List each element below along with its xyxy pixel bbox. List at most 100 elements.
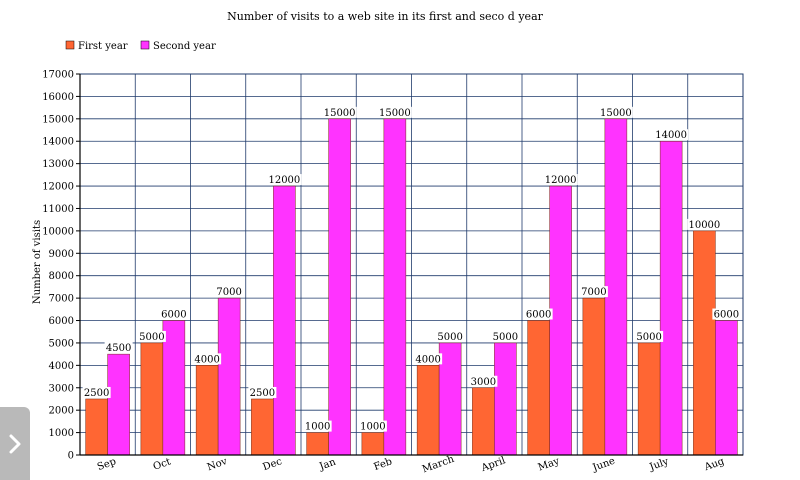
data-label-bg <box>414 353 443 365</box>
y-tick-label: 2000 <box>49 406 74 417</box>
data-label-bg <box>377 106 412 118</box>
data-label: 10000 <box>688 220 720 231</box>
data-label: 5000 <box>437 332 462 343</box>
bar-first-year <box>582 297 606 456</box>
y-tick-label: 10000 <box>42 226 74 237</box>
bar-first-year <box>472 387 495 456</box>
bar-second-year <box>107 353 130 456</box>
bar-first-year <box>416 365 440 456</box>
bar-second-year <box>328 118 351 456</box>
y-axis-label: Number of visits <box>32 220 43 304</box>
data-label-bg <box>469 375 498 387</box>
x-tick-label: May <box>537 456 562 474</box>
bar-second-year <box>273 185 296 456</box>
y-tick-label: 15000 <box>42 114 74 125</box>
bar-second-year <box>715 320 738 456</box>
data-label: 2500 <box>84 388 109 399</box>
y-tick-label: 3000 <box>49 383 74 394</box>
data-label-bg <box>654 129 689 141</box>
axes: 0 1000 2000 3000 4000 5000 6000 7000 8000 9000 100… <box>42 70 743 476</box>
legend: First year Second year <box>65 40 216 52</box>
y-tick-label: 11000 <box>42 204 74 215</box>
bar-first-year <box>251 398 274 456</box>
data-label: 6000 <box>161 310 186 321</box>
data-label-bg <box>104 342 133 354</box>
data-label-bg <box>358 420 387 432</box>
bar-first-year <box>361 432 385 456</box>
data-label: 12000 <box>545 175 577 186</box>
x-tick-label: Sep <box>96 456 118 473</box>
data-label: 15000 <box>600 108 632 119</box>
x-tick-label: June <box>590 456 616 475</box>
side-panel-toggle-button[interactable] <box>0 407 30 480</box>
data-label-bg <box>267 174 302 186</box>
x-tick-label: Oct <box>152 456 173 472</box>
data-label-bg <box>543 174 578 186</box>
chart-title: Number of visits to a web site in its fi… <box>227 10 544 23</box>
y-tick-label: 4000 <box>49 361 74 372</box>
data-label-bg <box>322 106 357 118</box>
x-tick-label: March <box>421 454 456 476</box>
legend-swatch-second-year <box>140 40 150 50</box>
data-label: 6000 <box>526 310 551 321</box>
data-label: 7000 <box>581 287 606 298</box>
bar-first-year <box>693 230 716 456</box>
data-label: 1000 <box>305 422 330 433</box>
bar-second-year <box>604 118 628 456</box>
data-label: 5000 <box>493 332 518 343</box>
y-tick-label: 6000 <box>49 316 74 327</box>
x-tick-label: Feb <box>372 456 393 473</box>
data-labels: 2500 4500 5000 6000 4000 7000 2500 12000 1000 150… <box>82 106 741 433</box>
data-label-bg <box>215 286 244 298</box>
y-tick-label: 14000 <box>42 137 74 148</box>
gridlines <box>79 73 744 456</box>
x-tick-label: July <box>647 456 670 473</box>
bar-second-year <box>217 297 241 456</box>
y-tick-label: 12000 <box>42 182 74 193</box>
data-label-bg <box>159 308 188 320</box>
y-tick-label: 1000 <box>49 428 74 439</box>
legend-label-second-year: Second year <box>153 41 216 52</box>
y-tick-label: 7000 <box>49 294 74 305</box>
y-tick-label: 17000 <box>42 70 74 81</box>
data-label-bg <box>137 330 166 342</box>
data-label-bg <box>524 308 553 320</box>
y-tick-label: 16000 <box>42 92 74 103</box>
y-tick-label: 8000 <box>49 271 74 282</box>
x-tick-label: Dec <box>261 456 283 473</box>
bar-first-year <box>637 342 661 456</box>
bars <box>85 118 738 456</box>
data-label: 3000 <box>471 377 496 388</box>
data-label-bg <box>248 386 277 398</box>
bar-first-year <box>85 398 108 456</box>
chevron-right-icon <box>8 433 22 455</box>
bar-second-year <box>162 320 186 456</box>
data-label: 14000 <box>655 130 687 141</box>
x-tick-label: Nov <box>206 456 229 473</box>
x-tick-label: April <box>479 455 507 474</box>
bar-second-year <box>494 342 517 456</box>
bar-second-year <box>549 185 572 456</box>
bar-second-year <box>659 140 683 456</box>
data-label-bg <box>303 420 332 432</box>
data-label-bg <box>193 353 222 365</box>
data-label-bg <box>82 386 111 398</box>
bar-second-year <box>438 342 462 456</box>
data-label-bg <box>598 106 633 118</box>
data-label-bg <box>712 308 741 320</box>
bar-first-year <box>140 342 164 456</box>
y-tick-label: 13000 <box>42 159 74 170</box>
data-label: 6000 <box>714 310 739 321</box>
data-label: 7000 <box>216 287 241 298</box>
bar-first-year <box>195 365 219 456</box>
data-label: 5000 <box>139 332 164 343</box>
data-label: 12000 <box>268 175 300 186</box>
data-label: 4000 <box>415 354 440 365</box>
data-label-bg <box>491 330 520 342</box>
data-label-bg <box>687 218 722 230</box>
y-tick-label: 9000 <box>49 249 74 260</box>
x-tick-label: Aug <box>702 456 726 474</box>
legend-swatch-first-year <box>65 40 75 50</box>
legend-label-first-year: First year <box>78 41 128 52</box>
